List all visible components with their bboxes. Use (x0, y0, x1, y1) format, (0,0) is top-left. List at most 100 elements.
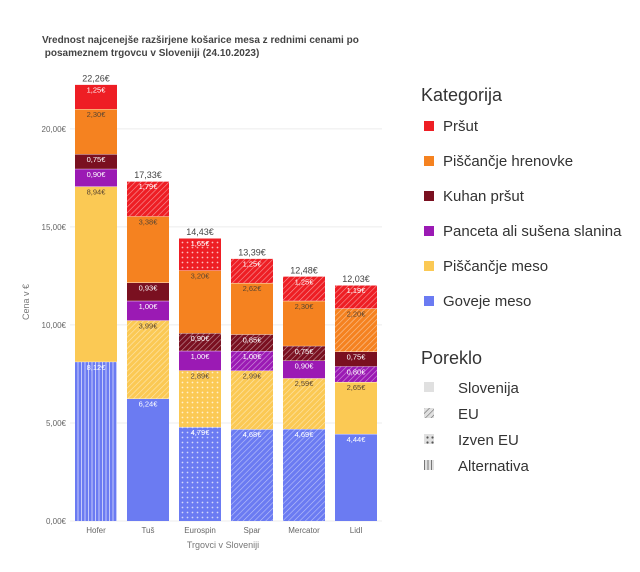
segment-value-label: 2,65€ (347, 383, 367, 392)
bar-segment-pattern (127, 181, 169, 217)
bar-segment (127, 216, 169, 283)
segment-value-label: 1,25€ (243, 259, 263, 268)
legend-item-label: Panceta ali sušena slanina (443, 223, 622, 240)
y-axis-ticks: 0,00€ 5,00€ 10,00€ 15,00€ 20,00€ (42, 125, 67, 526)
y-tick-label: 10,00€ (42, 321, 67, 330)
segment-value-label: 3,20€ (191, 271, 211, 280)
segment-value-label: 0,90€ (191, 334, 211, 343)
bar-segment-pattern (335, 308, 377, 352)
legend-origin-label: EU (458, 406, 479, 423)
segment-value-label: 3,38€ (139, 217, 159, 226)
bar-segment (179, 350, 221, 371)
segment-value-label: 2,30€ (87, 110, 107, 119)
bar-segment-pattern (335, 285, 377, 309)
segment-value-label: 1,25€ (295, 277, 315, 286)
bar-segment (283, 300, 325, 346)
bar-segment (127, 300, 169, 321)
x-tick-label: Lidl (350, 526, 363, 535)
segment-value-label: 2,89€ (191, 371, 211, 380)
y-axis-title: Cena v € (21, 284, 31, 320)
bar-segment-pattern (231, 350, 273, 371)
segment-value-label: 2,99€ (243, 372, 263, 381)
bar-segment-pattern (283, 345, 325, 361)
bars: 8,12€ 8,94€ 0,90€ 0,75€ 2,30€ 1,25€ 22,26€ 6,24… (75, 74, 377, 521)
segment-value-label: 2,20€ (347, 309, 367, 318)
segment-value-label: 8,12€ (87, 363, 107, 372)
segment-value-label: 1,00€ (191, 352, 211, 361)
segment-value-label: 4,44€ (347, 435, 367, 444)
segment-value-label: 1,25€ (87, 86, 107, 95)
legend-origin-label: Izven EU (458, 432, 519, 449)
segment-value-label: 1,00€ (139, 302, 159, 311)
segment-value-label: 4,69€ (295, 430, 315, 439)
bar-total-label: 22,26€ (82, 74, 110, 84)
segment-value-label: 1,65€ (191, 239, 211, 248)
segment-value-label: 0,85€ (243, 335, 263, 344)
bar-total-label: 13,39€ (238, 247, 266, 257)
legend-item-label: Goveje meso (443, 293, 531, 310)
segment-value-label: 1,19€ (347, 286, 367, 295)
y-tick-label: 15,00€ (42, 223, 67, 232)
segment-value-label: 0,90€ (295, 362, 315, 371)
y-tick-label: 0,00€ (46, 517, 67, 526)
bar-segment-pattern (283, 276, 325, 301)
legend-swatch (424, 226, 434, 236)
segment-value-label: 6,24€ (139, 400, 159, 409)
y-tick-label: 20,00€ (42, 125, 67, 134)
bar-segment-pattern (179, 370, 221, 428)
bar-segment (75, 154, 117, 169)
segment-value-label: 0,75€ (347, 353, 367, 362)
segment-value-label: 1,79€ (139, 182, 159, 191)
bar-total-label: 12,48€ (290, 265, 318, 275)
legend-item-label: Piščančje hrenovke (443, 153, 573, 170)
segment-value-label: 0,75€ (295, 347, 315, 356)
chart-title-line-1: Vrednost najcenejše razširjene košarice … (42, 35, 359, 46)
legend-origin-swatch-pattern (424, 434, 434, 444)
bar-segment (179, 270, 221, 334)
x-axis-ticks: Hofer Tuš Eurospin Spar Mercator Lidl (86, 526, 362, 535)
bar-segment-pattern (335, 366, 377, 382)
segment-value-label: 1,00€ (243, 352, 263, 361)
bar-segment (231, 282, 273, 335)
x-axis-title: Trgovci v Sloveniji (187, 540, 259, 550)
legend-swatch (424, 296, 434, 306)
legend-origin-label: Slovenija (458, 380, 520, 397)
legend-origin-swatch (424, 382, 434, 392)
bar-total-label: 12,03€ (342, 274, 370, 284)
bar-segment (75, 168, 117, 187)
bar-segment-pattern (127, 320, 169, 399)
bar-segment-pattern (179, 333, 221, 351)
legend-item-label: Kuhan pršut (443, 188, 525, 205)
legend-swatch (424, 156, 434, 166)
bar-segment (75, 109, 117, 155)
grid-lines (70, 128, 382, 522)
bar-segment-pattern (179, 238, 221, 271)
segment-value-label: 2,62€ (243, 284, 263, 293)
bar-segment (75, 84, 117, 110)
bar-segment-pattern (283, 378, 325, 430)
legend-category-title: Kategorija (421, 85, 503, 105)
y-tick-label: 5,00€ (46, 419, 67, 428)
segment-value-label: 0,90€ (87, 170, 107, 179)
segment-value-label: 2,59€ (295, 379, 315, 388)
bar-segment-pattern (283, 429, 325, 521)
legend-swatch (424, 261, 434, 271)
segment-value-label: 4,68€ (243, 430, 263, 439)
legend-swatch (424, 121, 434, 131)
chart-title-line-2: posameznem trgovcu v Sloveniji (24.10.20… (42, 48, 259, 59)
segment-value-label: 8,94€ (87, 187, 107, 196)
legend-origin-title: Poreklo (421, 348, 482, 368)
bar-segment-pattern (231, 429, 273, 521)
legend-origin-swatch-pattern (424, 460, 434, 470)
segment-value-label: 4,79€ (191, 428, 211, 437)
bar-total-label: 14,43€ (186, 227, 214, 237)
bar-total-label: 17,33€ (134, 170, 162, 180)
segment-value-label: 0,75€ (87, 155, 107, 164)
x-tick-label: Hofer (86, 526, 106, 535)
bar-segment (283, 360, 325, 379)
x-tick-label: Eurospin (184, 526, 216, 535)
legend-origin-swatch-pattern (424, 408, 434, 418)
bar-segment-pattern (231, 370, 273, 430)
legend: Kategorija Pršut Piščančje hrenovke Kuhan p… (421, 85, 622, 475)
